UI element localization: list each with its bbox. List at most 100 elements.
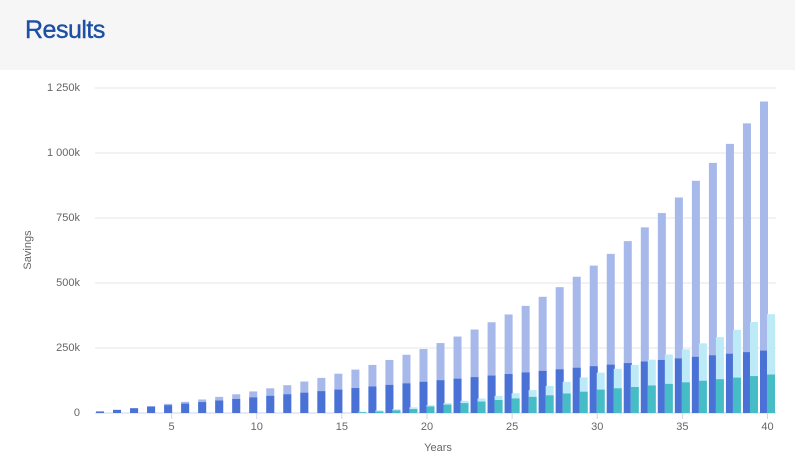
bar [657, 359, 666, 413]
bar [470, 377, 479, 413]
bar [460, 403, 469, 413]
bar [232, 398, 241, 413]
bar [698, 380, 707, 413]
bar [538, 296, 547, 413]
bar [402, 383, 411, 413]
bar [521, 372, 530, 413]
bar [681, 349, 690, 413]
bar [545, 395, 554, 413]
bar [657, 213, 666, 413]
bar [647, 385, 656, 413]
bar [504, 374, 513, 413]
bar [623, 363, 632, 413]
x-tick-label: 15 [336, 421, 348, 433]
bar [766, 314, 775, 413]
bar [708, 355, 717, 413]
bar [113, 409, 122, 413]
x-tick-label: 20 [421, 421, 433, 433]
bar [504, 314, 513, 413]
bar [426, 406, 435, 413]
header: Results [0, 0, 795, 70]
bar [521, 305, 530, 413]
bar [606, 253, 615, 413]
bar [759, 101, 768, 414]
bar [698, 343, 707, 413]
bar [623, 241, 632, 413]
bar [555, 287, 564, 413]
bar [283, 394, 292, 413]
bar [436, 380, 445, 413]
bar [487, 375, 496, 413]
bar [96, 411, 105, 413]
bar [742, 123, 751, 414]
bar [674, 197, 683, 413]
x-tick-label: 40 [761, 421, 773, 433]
bar [572, 367, 581, 413]
bar [674, 358, 683, 413]
bar [606, 364, 615, 413]
x-tick-label: 25 [506, 421, 518, 433]
bar [715, 379, 724, 413]
bar [470, 329, 479, 413]
bar [715, 337, 724, 413]
bar [419, 349, 428, 413]
bar [358, 412, 367, 413]
y-tick-label: 1 000k [47, 147, 81, 159]
bar [266, 395, 275, 413]
bar [198, 402, 207, 413]
bar [436, 343, 445, 413]
bar [562, 393, 571, 413]
bar [749, 376, 758, 413]
bar [725, 353, 734, 413]
bar [181, 403, 190, 413]
bar [589, 265, 598, 413]
y-tick-label: 250k [56, 342, 80, 354]
bar [572, 276, 581, 413]
bar [613, 388, 622, 413]
bar [742, 352, 751, 413]
bar [538, 370, 547, 413]
bar [334, 389, 343, 413]
bar [487, 322, 496, 413]
y-tick-label: 0 [74, 407, 80, 419]
bar [589, 366, 598, 413]
y-tick-label: 750k [56, 212, 80, 224]
bar [725, 143, 734, 413]
bar [511, 398, 520, 413]
x-tick-label: 10 [251, 421, 263, 433]
bar [640, 227, 649, 413]
bar [664, 383, 673, 413]
bar [300, 392, 309, 413]
bar [215, 400, 224, 413]
bar [453, 378, 462, 413]
bar [368, 386, 377, 413]
x-tick-label: 35 [676, 421, 688, 433]
bar [375, 411, 384, 413]
bar [664, 354, 673, 413]
bar [317, 391, 326, 413]
y-tick-label: 1 250k [47, 82, 81, 94]
x-tick-label: 5 [169, 421, 175, 433]
bar [691, 180, 700, 413]
bar [766, 374, 775, 413]
y-tick-label: 500k [56, 277, 80, 289]
bar [392, 410, 401, 413]
bar [147, 406, 156, 413]
bar [494, 400, 503, 413]
bar [708, 162, 717, 413]
bar [579, 391, 588, 413]
bar [640, 361, 649, 413]
bar [691, 356, 700, 413]
bar [749, 322, 758, 413]
bar [477, 401, 486, 413]
bar [555, 369, 564, 413]
x-axis-title: Years [424, 442, 452, 454]
page-title: Results [25, 16, 106, 44]
bar [351, 388, 360, 413]
bar [409, 409, 418, 413]
x-tick-label: 30 [591, 421, 603, 433]
bar [443, 404, 452, 413]
bar [249, 397, 258, 413]
